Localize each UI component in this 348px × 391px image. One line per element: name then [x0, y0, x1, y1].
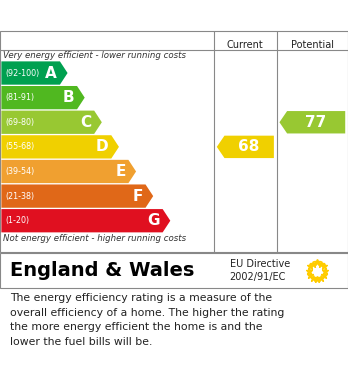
Polygon shape — [1, 111, 102, 134]
Text: D: D — [96, 139, 109, 154]
Text: England & Wales: England & Wales — [10, 261, 195, 280]
Polygon shape — [1, 160, 136, 183]
Text: (81-91): (81-91) — [6, 93, 35, 102]
Text: A: A — [45, 66, 57, 81]
Polygon shape — [1, 135, 119, 158]
Text: Potential: Potential — [291, 40, 334, 50]
Polygon shape — [1, 185, 153, 208]
Text: 77: 77 — [305, 115, 326, 130]
Text: 68: 68 — [238, 139, 260, 154]
Polygon shape — [1, 209, 170, 232]
Text: G: G — [147, 213, 160, 228]
Text: 2002/91/EC: 2002/91/EC — [230, 273, 286, 282]
Text: EU Directive: EU Directive — [230, 259, 290, 269]
Text: (92-100): (92-100) — [6, 68, 40, 77]
Polygon shape — [279, 111, 345, 133]
Text: Very energy efficient - lower running costs: Very energy efficient - lower running co… — [3, 51, 187, 60]
Text: B: B — [63, 90, 74, 105]
Text: Not energy efficient - higher running costs: Not energy efficient - higher running co… — [3, 234, 187, 243]
Text: F: F — [132, 188, 143, 204]
Text: (69-80): (69-80) — [6, 118, 35, 127]
Text: E: E — [115, 164, 126, 179]
Text: (1-20): (1-20) — [6, 216, 30, 225]
Polygon shape — [1, 61, 68, 85]
Text: (21-38): (21-38) — [6, 192, 35, 201]
Text: (55-68): (55-68) — [6, 142, 35, 151]
Text: Energy Efficiency Rating: Energy Efficiency Rating — [10, 5, 251, 24]
Text: Current: Current — [227, 40, 264, 50]
Text: The energy efficiency rating is a measure of the
overall efficiency of a home. T: The energy efficiency rating is a measur… — [10, 293, 285, 347]
Text: (39-54): (39-54) — [6, 167, 35, 176]
Text: C: C — [80, 115, 92, 130]
Polygon shape — [217, 136, 274, 158]
Polygon shape — [1, 86, 85, 109]
